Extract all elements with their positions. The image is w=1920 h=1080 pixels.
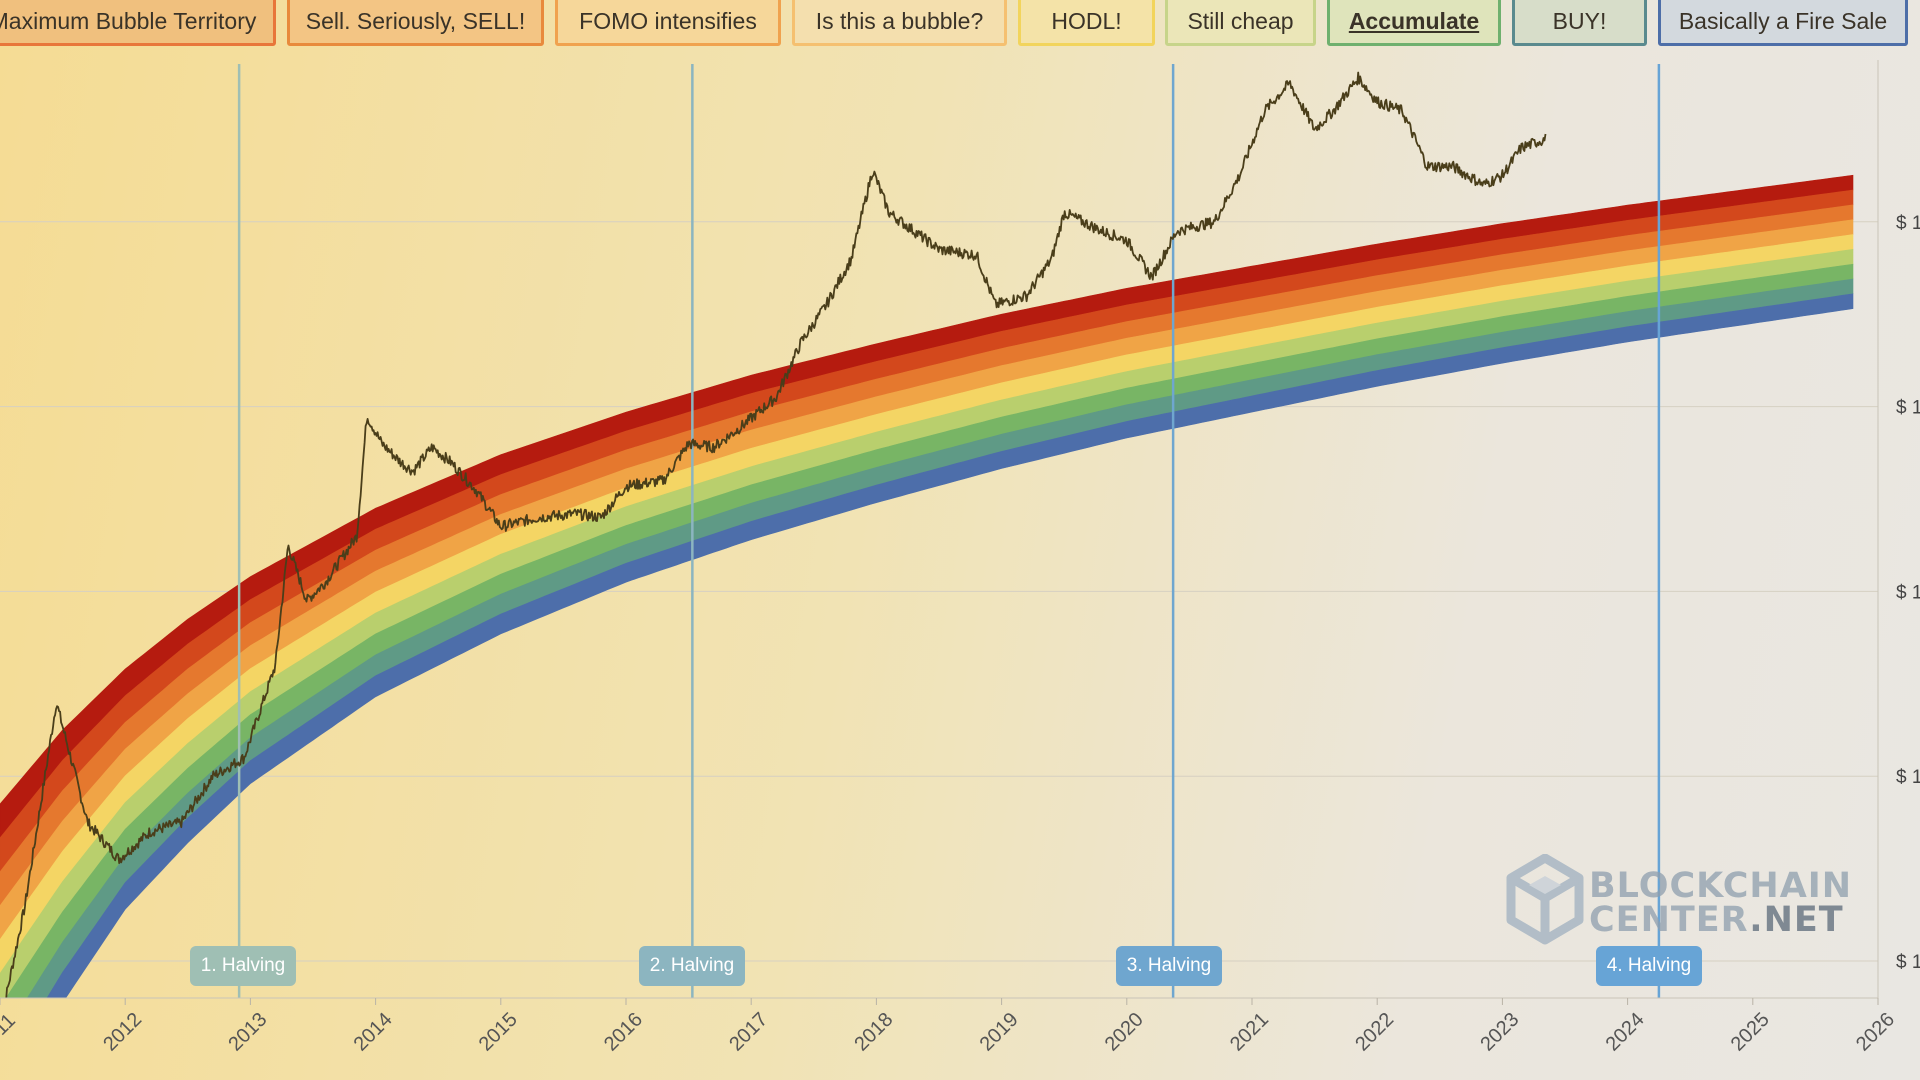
x-tick-label: 2022 <box>1351 1009 1398 1056</box>
x-tick-label: 2026 <box>1852 1009 1899 1056</box>
x-tick-label: 2013 <box>224 1009 271 1056</box>
watermark-line2: CENTER.NET <box>1589 900 1844 940</box>
x-tick-label: 2024 <box>1602 1009 1649 1056</box>
y-tick-label: $ 1 <box>1896 952 1920 973</box>
y-tick-label: $ 100 <box>1896 582 1920 603</box>
legend-button-sell[interactable]: Sell. Seriously, SELL! <box>287 0 544 46</box>
legend-button-maximum-bubble[interactable]: Maximum Bubble Territory <box>0 0 276 46</box>
x-tick-label: 2021 <box>1226 1009 1273 1056</box>
cube-logo-icon <box>1506 854 1584 945</box>
x-tick-label: 2014 <box>350 1009 397 1056</box>
legend-button-hodl[interactable]: HODL! <box>1018 0 1155 46</box>
rainbow-bands <box>0 174 1854 998</box>
y-tick-label: $ 1000 <box>1896 398 1920 419</box>
y-tick-label: $ 10000 <box>1896 213 1920 234</box>
x-tick-label: 2025 <box>1727 1009 1774 1056</box>
x-tick-label: 2016 <box>600 1009 647 1056</box>
y-axis-ticks: $ 1 $ 10 $ 100 $ 1000 $ 10000 <box>1896 213 1920 973</box>
blockchaincenter-watermark: BLOCKCHAIN CENTER.NET <box>1505 854 1851 946</box>
halving-lines <box>237 64 1661 998</box>
legend-button-buy[interactable]: BUY! <box>1512 0 1647 46</box>
halving-label-1: 1. Halving <box>190 946 296 986</box>
watermark-line1: BLOCKCHAIN <box>1589 866 1853 906</box>
x-tick-label: 2020 <box>1101 1009 1148 1056</box>
legend-bar: Maximum Bubble Territory Sell. Seriously… <box>0 0 1920 50</box>
x-tick-label: 2023 <box>1476 1009 1523 1056</box>
x-tick-label: 2015 <box>475 1009 522 1056</box>
legend-button-fire-sale[interactable]: Basically a Fire Sale <box>1658 0 1908 46</box>
legend-button-bubble[interactable]: Is this a bubble? <box>792 0 1007 46</box>
x-axis-ticks: 2011 2012 2013 2014 2015 2016 2017 2018 2019 2020… <box>0 998 1899 1056</box>
x-tick-label: 2011 <box>0 1010 20 1056</box>
band-9 <box>46 293 1854 998</box>
price-line <box>5 71 1547 998</box>
x-tick-label: 2017 <box>725 1009 772 1056</box>
halving-label-3: 3. Halving <box>1116 946 1222 986</box>
y-tick-label: $ 10 <box>1896 767 1920 788</box>
legend-button-fomo[interactable]: FOMO intensifies <box>555 0 781 46</box>
price-series <box>5 71 1547 998</box>
halving-label-4: 4. Halving <box>1596 946 1702 986</box>
halving-label-2: 2. Halving <box>639 946 745 986</box>
legend-button-accumulate[interactable]: Accumulate <box>1327 0 1501 46</box>
x-tick-label: 2018 <box>850 1009 897 1056</box>
x-tick-label: 2019 <box>976 1009 1023 1056</box>
x-tick-label: 2012 <box>99 1009 146 1056</box>
legend-button-still-cheap[interactable]: Still cheap <box>1165 0 1316 46</box>
